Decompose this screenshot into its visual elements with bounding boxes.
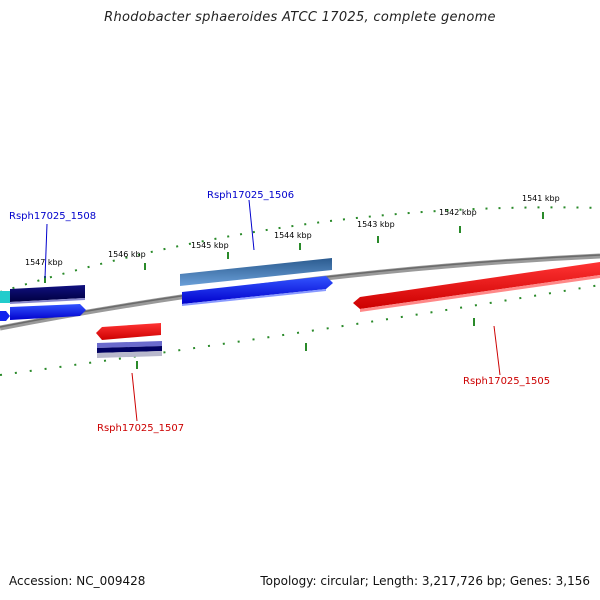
gene-arrow-reverse[interactable] (353, 262, 600, 309)
gene-feature-navy-shadow (10, 298, 85, 304)
kbp-label: 1546 kbp (108, 250, 146, 259)
kbp-label: 1547 kbp (25, 258, 63, 267)
inner-tick-dots (0, 284, 600, 376)
gene-arrow-forward[interactable] (182, 276, 333, 304)
gene-feature-navy[interactable] (10, 285, 85, 302)
gene-label-1507[interactable]: Rsph17025_1507 (97, 423, 184, 434)
gene-labels: Rsph17025_1508 Rsph17025_1506 Rsph17025_… (9, 190, 550, 434)
gene-label-1508[interactable]: Rsph17025_1508 (9, 211, 96, 222)
label-leaders (44, 199, 501, 422)
gene-arrow-shadow (360, 275, 600, 312)
kbp-label: 1544 kbp (274, 231, 312, 240)
gene-label-1506[interactable]: Rsph17025_1506 (207, 190, 294, 201)
kbp-label: 1545 kbp (191, 241, 229, 250)
leader-line (131, 372, 138, 422)
leader-line (44, 223, 48, 279)
accession-text: Accession: NC_009428 (9, 574, 146, 588)
kbp-label: 1541 kbp (522, 194, 560, 203)
kbp-label: 1542 kbp (439, 208, 477, 217)
gene-feature-stack[interactable] (97, 346, 162, 353)
outer-tick-ring (0, 206, 600, 293)
gene-arrow-forward[interactable] (10, 304, 86, 320)
gene-arrow-shadow (182, 289, 326, 306)
gene-arrow-forward[interactable] (0, 311, 10, 321)
inner-tick-ring (0, 284, 600, 376)
kbp-labels: 1547 kbp 1546 kbp 1545 kbp 1544 kbp 1543… (25, 194, 560, 267)
gene-feature-steelblue[interactable] (180, 258, 332, 286)
gene-features (0, 258, 600, 358)
genome-summary-text: Topology: circular; Length: 3,217,726 bp… (260, 574, 590, 588)
gene-feature-cyan[interactable] (0, 291, 10, 303)
map-title: Rhodobacter sphaeroides ATCC 17025, comp… (104, 10, 496, 25)
gene-arrow-reverse[interactable] (96, 323, 161, 340)
gene-feature-stack[interactable] (97, 341, 162, 348)
leader-line (493, 325, 501, 376)
kbp-label: 1543 kbp (357, 220, 395, 229)
leader-line (248, 199, 255, 251)
gene-feature-stack (97, 351, 162, 358)
gene-label-1505[interactable]: Rsph17025_1505 (463, 376, 550, 387)
